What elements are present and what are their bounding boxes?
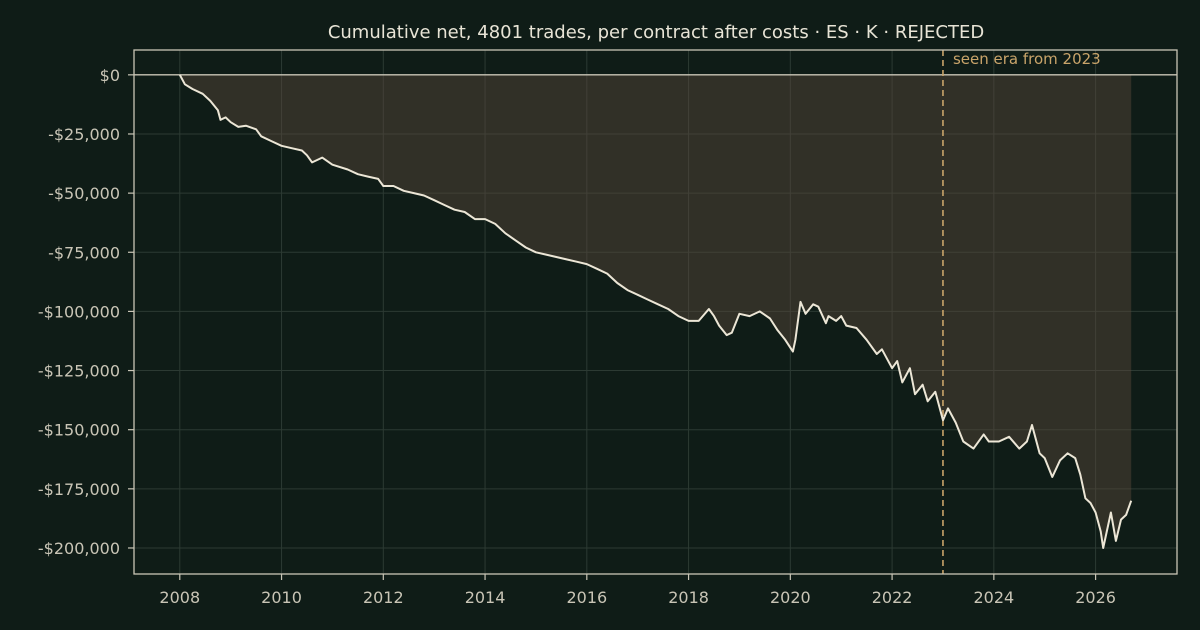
era-label: seen era from 2023 — [953, 50, 1101, 68]
x-tick-label: 2024 — [973, 588, 1014, 607]
x-tick-label: 2016 — [566, 588, 607, 607]
x-axis: 2008 2010 2012 2014 2016 2018 2020 2022 2024 2026 — [159, 574, 1116, 607]
y-axis: $0 -$25,000 -$50,000 -$75,000 -$100,000 -$125… — [38, 66, 134, 558]
equity-line — [178, 74, 1133, 549]
x-tick-label: 2008 — [159, 588, 200, 607]
x-tick-label: 2022 — [872, 588, 913, 607]
equity-series — [178, 74, 1133, 549]
y-tick-label: -$25,000 — [48, 125, 120, 144]
x-tick-label: 2010 — [261, 588, 302, 607]
y-tick-label: -$125,000 — [38, 362, 120, 381]
x-tick-label: 2018 — [668, 588, 709, 607]
chart-title: Cumulative net, 4801 trades, per contrac… — [328, 22, 984, 43]
x-tick-label: 2020 — [770, 588, 811, 607]
era-marker: seen era from 2023 — [942, 50, 1101, 574]
x-tick-label: 2014 — [465, 588, 506, 607]
y-tick-label: -$50,000 — [48, 184, 120, 203]
y-tick-label: $0 — [100, 66, 120, 85]
y-tick-label: -$150,000 — [38, 421, 120, 440]
y-tick-label: -$100,000 — [38, 302, 120, 321]
y-tick-label: -$175,000 — [38, 480, 120, 499]
x-tick-label: 2026 — [1075, 588, 1116, 607]
y-tick-label: -$200,000 — [38, 539, 120, 558]
y-tick-label: -$75,000 — [48, 243, 120, 262]
x-tick-label: 2012 — [363, 588, 404, 607]
